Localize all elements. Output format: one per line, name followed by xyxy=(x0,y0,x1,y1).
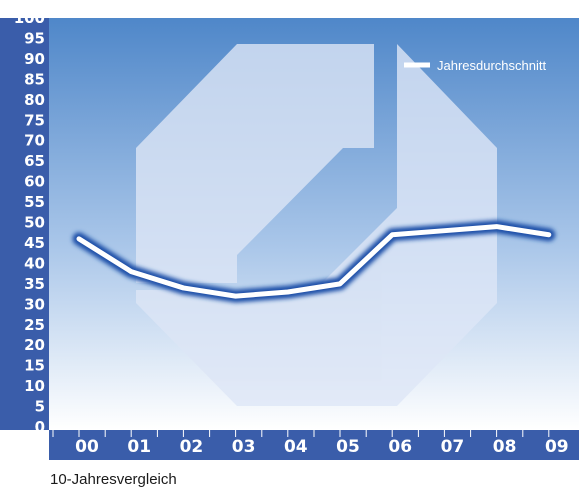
legend-label: Jahresdurchschnitt xyxy=(437,58,546,73)
x-tick-label: 04 xyxy=(284,437,308,457)
x-tick-label: 06 xyxy=(388,437,412,457)
y-tick-label: 50 xyxy=(24,214,45,232)
y-tick-label: 30 xyxy=(24,295,45,313)
data-point xyxy=(442,228,447,233)
legend: Jahresdurchschnitt xyxy=(404,58,546,73)
x-tick-label: 02 xyxy=(180,437,204,457)
x-tick-label: 03 xyxy=(232,437,256,457)
data-point xyxy=(233,294,238,299)
x-tick-label: 07 xyxy=(441,437,465,457)
x-tick-label: 01 xyxy=(127,437,151,457)
data-point xyxy=(285,290,290,295)
data-point xyxy=(338,281,342,286)
y-tick-label: 55 xyxy=(24,193,45,211)
y-tick-label: 85 xyxy=(24,70,45,88)
y-tick-label: 15 xyxy=(24,357,45,375)
x-tick-label: 09 xyxy=(545,437,569,457)
x-tick-label: 00 xyxy=(75,437,99,457)
y-tick-label: 10 xyxy=(24,377,45,395)
x-tick-label: 05 xyxy=(336,437,360,457)
data-point xyxy=(546,232,551,237)
data-point xyxy=(77,236,81,241)
y-tick-label: 5 xyxy=(35,398,45,416)
y-tick-label: 100 xyxy=(14,9,45,27)
y-tick-label: 95 xyxy=(24,29,45,47)
background-logo xyxy=(136,44,497,406)
y-tick-label: 20 xyxy=(24,336,45,354)
series-line xyxy=(76,224,552,299)
y-axis-band xyxy=(0,18,49,430)
y-tick-label: 80 xyxy=(24,91,45,109)
y-tick-label: 40 xyxy=(24,254,45,272)
data-point xyxy=(181,285,186,290)
series-layer xyxy=(72,220,556,303)
chart-caption: 10-Jahresvergleich xyxy=(50,471,177,488)
y-tick-label: 90 xyxy=(24,50,45,68)
y-tick-label: 25 xyxy=(24,316,45,334)
y-axis-ticks: 0 5 10 15 20 25 30 35 40 45 50 55 60 65 70 75 80 85 90 95 10… xyxy=(14,9,45,436)
data-point xyxy=(390,232,395,237)
y-tick-label: 65 xyxy=(24,152,45,170)
x-tick-label: 08 xyxy=(493,437,517,457)
y-tick-label: 0 xyxy=(35,418,45,436)
y-tick-label: 60 xyxy=(24,173,45,191)
y-tick-label: 75 xyxy=(24,111,45,129)
y-tick-label: 35 xyxy=(24,275,45,293)
data-point xyxy=(494,224,499,229)
x-axis-ticks: 00 01 02 03 04 05 06 07 08 09 xyxy=(52,430,569,457)
data-point xyxy=(129,269,134,274)
y-tick-label: 45 xyxy=(24,234,45,252)
y-tick-label: 70 xyxy=(24,132,45,150)
